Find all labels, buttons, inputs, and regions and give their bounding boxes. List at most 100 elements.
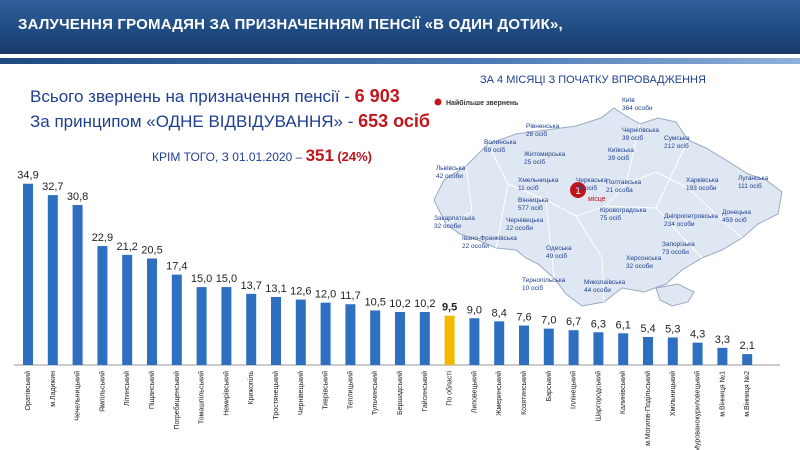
region-name: Івано-Франківська (462, 234, 517, 242)
region-name: Миколаївська (584, 279, 626, 286)
category-label: Калинівський (619, 371, 627, 414)
bar (742, 354, 753, 365)
total-requests-value: 6 903 (354, 86, 400, 106)
category-label: Піщанський (148, 371, 156, 409)
category-label: м.Вінниця №2 (743, 371, 751, 417)
region-value: 39 осіб (622, 134, 643, 142)
bar-value-label: 12,0 (315, 289, 336, 301)
one-visit-label: За принципом «ОДНЕ ВІДВІДУВАННЯ» - (30, 112, 359, 131)
bar-value-label: 20,5 (141, 245, 162, 257)
category-label: Оратівський (24, 371, 32, 411)
bar (469, 318, 480, 365)
first-place-number: 1 (575, 186, 581, 197)
category-label: Томашпільський (198, 371, 206, 424)
region-name: Чернігівська (622, 126, 659, 134)
region-name: Київ (622, 97, 635, 104)
category-label: Ямпільський (98, 371, 106, 412)
region-name: Закарпатська (434, 215, 475, 222)
map-caption: ЗА 4 МІСЯЦІ З ПОЧАТКУ ВПРОВАДЖЕННЯ (480, 74, 706, 86)
bar-value-label: 4,3 (690, 329, 705, 341)
region-name: Дніпропетровська (664, 212, 718, 220)
region-value: 73 особи (662, 248, 689, 256)
region-value: 11 осіб (518, 184, 539, 192)
since-2020-label: КРІМ ТОГО, З 01.01.2020 – (152, 150, 306, 164)
bar (692, 342, 703, 365)
bar-value-label: 17,4 (166, 261, 187, 273)
region-value: 10 осіб (522, 284, 543, 292)
region-value: 42 особи (436, 172, 463, 180)
total-requests-line: Всього звернень на призначення пенсії - … (30, 86, 400, 107)
region-value: 32 особи (434, 222, 461, 230)
region-name: Вінницька (518, 196, 549, 204)
bar-value-label: 32,7 (42, 181, 63, 193)
region-value: 234 особи (664, 220, 695, 228)
region-name: Волинська (484, 139, 516, 146)
bar-value-label: 21,2 (116, 241, 137, 253)
bar-value-label: 5,4 (640, 323, 655, 335)
category-label: Хмільницький (669, 371, 677, 416)
region-name: Донецька (722, 209, 751, 216)
bar (667, 337, 678, 365)
bar (147, 258, 157, 365)
bar (568, 330, 579, 365)
bar-value-label: 9,5 (442, 302, 457, 314)
bar-value-label: 8,4 (492, 307, 507, 319)
bar-value-label: 34,9 (17, 170, 38, 182)
category-label: Мурованокуриловецький (694, 371, 702, 450)
category-label: Тульчинський (371, 371, 379, 415)
page-title: ЗАЛУЧЕННЯ ГРОМАДЯН ЗА ПРИЗНАЧЕННЯМ ПЕНСІ… (18, 16, 563, 33)
bar-value-label: 13,7 (240, 280, 261, 292)
region-name: Одеська (546, 245, 572, 252)
region-name: Житомирська (524, 151, 565, 158)
category-label: м.Могилів-Подільський (644, 371, 652, 446)
bar (122, 254, 133, 365)
bar-value-label: 6,7 (566, 316, 581, 328)
region-name: Херсонська (626, 255, 662, 262)
bar (271, 296, 281, 365)
bar-value-label: 13,1 (265, 283, 286, 295)
bar-value-label: 9,0 (467, 304, 482, 316)
map-legend: Найбільше звернень (434, 98, 519, 107)
region-value: 75 осіб (600, 214, 621, 222)
region-value: 193 особи (686, 184, 717, 192)
category-label: Гайсинський (421, 371, 429, 412)
bar (23, 183, 33, 365)
total-requests-label: Всього звернень на призначення пенсії - (30, 87, 355, 106)
bar (171, 274, 182, 365)
region-value: 39 осіб (608, 154, 629, 162)
region-value: 69 осіб (484, 146, 505, 154)
region-name: Львівська (436, 164, 466, 172)
region-value: 21 особа (606, 186, 633, 194)
bar-value-label: 30,8 (67, 191, 88, 203)
bar (295, 299, 306, 365)
region-value: 44 особи (584, 286, 611, 294)
bar (643, 336, 653, 365)
bar (593, 332, 604, 365)
bar-value-label: 10,2 (389, 298, 410, 310)
region-name: Чернівецька (506, 216, 544, 224)
bar (717, 347, 728, 365)
bar (419, 312, 430, 365)
bar-value-label: 2,1 (740, 340, 755, 352)
region-value: 32 особи (626, 262, 653, 270)
bar (519, 325, 529, 365)
category-label: По області (446, 371, 454, 406)
region-value: 577 осіб (518, 204, 543, 212)
region-name: Кіровоградська (600, 206, 646, 214)
region-value: 25 осіб (524, 158, 545, 166)
region-value: 111 осіб (738, 182, 762, 190)
bar (618, 333, 629, 365)
region-value: 459 осіб (722, 216, 747, 224)
bar (345, 304, 356, 365)
bar-value-label: 7,6 (516, 312, 531, 324)
category-label: Липовецький (470, 371, 478, 413)
map-shape (433, 107, 783, 307)
bar-value-label: 3,3 (715, 334, 730, 346)
category-label: Тиврівський (322, 371, 330, 410)
since-2020-percent: (24%) (337, 149, 372, 164)
region-value: 22 особи (462, 242, 489, 250)
bar (370, 310, 381, 365)
bar-value-label: 10,5 (364, 296, 385, 308)
